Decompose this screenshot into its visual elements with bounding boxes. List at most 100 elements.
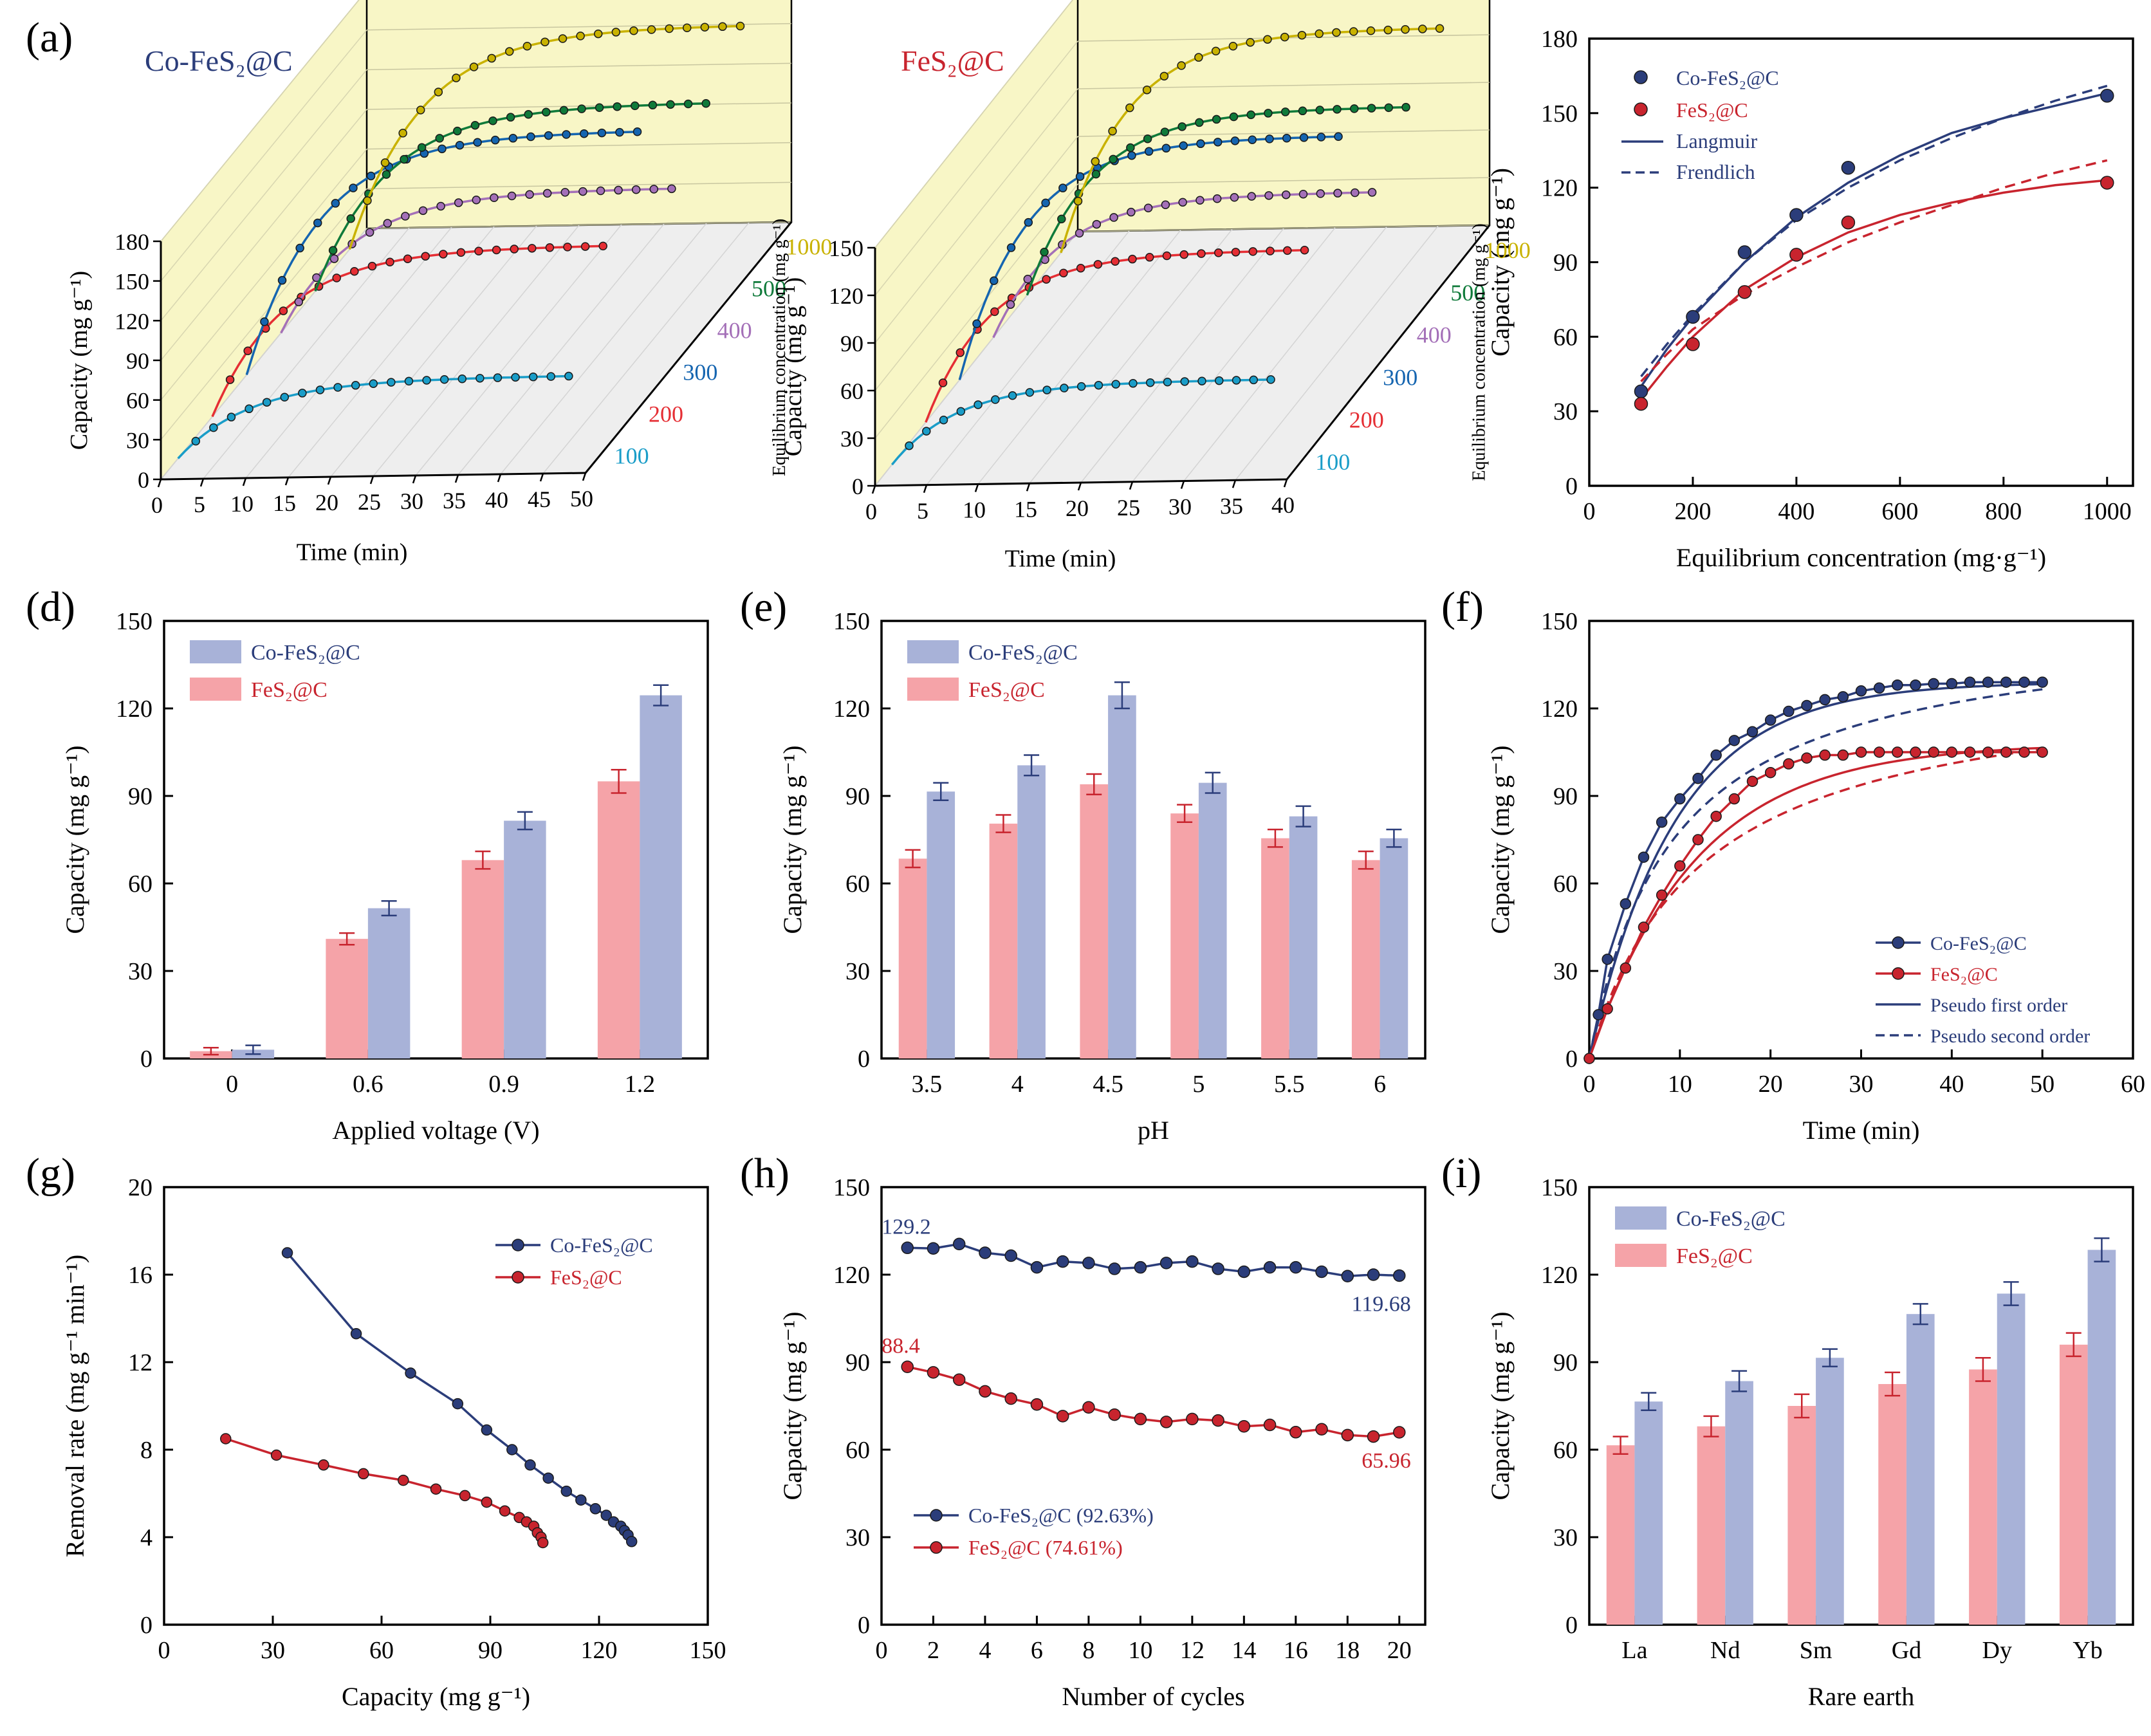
bar-i [1906, 1314, 1935, 1625]
data-point-a [469, 62, 479, 71]
data-point-a [329, 254, 339, 263]
data-point-a [422, 376, 431, 385]
legend-label-d: Co-FeS₂@C [251, 641, 360, 665]
category-label-e: 5 [1192, 1071, 1205, 1098]
ytick-label-d: 90 [128, 783, 152, 810]
data-point-b [1333, 189, 1342, 198]
data-point-g [452, 1398, 464, 1410]
ytick-label-g: 0 [140, 1612, 152, 1639]
x-axis-title-g: Capacity (mg g⁻¹) [342, 1682, 530, 1711]
data-point-h [1186, 1255, 1199, 1268]
gridline-b [874, 88, 1078, 344]
data-point-g [318, 1459, 329, 1471]
xtick-label-h: 6 [1031, 1637, 1043, 1664]
data-point-f [2018, 746, 2030, 758]
category-label-d: 0.6 [353, 1071, 383, 1098]
data-point-a [488, 116, 497, 125]
panel-label-d: (d) [26, 584, 75, 631]
data-point-b [1126, 143, 1135, 152]
data-point-b [1177, 122, 1186, 131]
data-point-a [492, 245, 501, 255]
data-point-a [351, 381, 360, 390]
depth-tick-label-b: 100 [1315, 449, 1350, 475]
legend-label-c: Frendlich [1676, 160, 1755, 183]
data-point-b [1075, 172, 1085, 181]
data-point-b [922, 427, 931, 436]
xtick-label-g: 90 [478, 1637, 503, 1664]
gridline-b [874, 0, 1073, 248]
data-point-b [1196, 139, 1205, 149]
data-point-b [990, 276, 999, 285]
data-point-h [1237, 1265, 1251, 1279]
data-point-b [1075, 228, 1084, 238]
data-point-b [1384, 103, 1394, 113]
data-point-f [1728, 735, 1740, 746]
data-point-f [1946, 678, 1958, 690]
x-axis-title-c: Equilibrium concentration (mg·g⁻¹) [1676, 543, 2046, 572]
data-point-f [1583, 1053, 1595, 1064]
legend-label-f: Pseudo second order [1930, 1026, 2090, 1047]
xtick-b [974, 484, 979, 492]
ytick-label-a: 60 [126, 388, 149, 414]
data-point-f [1710, 749, 1722, 761]
x-axis-title-b: Time (min) [1005, 546, 1116, 573]
bar-e [898, 858, 927, 1058]
legend-marker-g [512, 1271, 524, 1284]
data-point-f [1964, 746, 1976, 758]
data-point-f [1602, 1003, 1613, 1015]
bar-i [1697, 1426, 1726, 1625]
data-point-a [647, 25, 656, 34]
data-point-b [1023, 275, 1033, 284]
data-point-b [1266, 246, 1275, 255]
xtick-a [454, 474, 459, 483]
xtick-label-h: 4 [979, 1637, 991, 1664]
legend-label-f: Pseudo first order [1930, 995, 2067, 1016]
data-point-a [560, 188, 570, 197]
data-point-a [631, 101, 640, 111]
chart-f: 0 30 60 90 120 150 0 10 20 30 40 50 60 Time (min) Capa… [1486, 608, 2145, 1145]
ytick-label-d: 150 [116, 608, 152, 635]
data-point-b [1111, 380, 1120, 389]
legend-marker-f [1892, 936, 1905, 949]
data-point-h [1030, 1398, 1044, 1411]
data-point-f [1982, 676, 1994, 688]
data-point-a [295, 243, 304, 253]
data-label-h: 65.96 [1362, 1449, 1411, 1473]
category-label-i: Dy [1982, 1637, 2012, 1664]
data-point-h [927, 1366, 940, 1379]
xtick-a [242, 477, 247, 486]
data-point-a [544, 131, 553, 140]
ytick-label-h: 60 [845, 1437, 870, 1464]
data-point-b [956, 407, 966, 416]
data-point-a [332, 273, 341, 282]
xtick-label-b: 30 [1168, 494, 1192, 520]
ytick-label-b: 60 [840, 378, 863, 404]
ytick-label-f: 60 [1553, 871, 1578, 898]
data-point-b [1179, 141, 1188, 151]
xtick-label-a: 15 [273, 490, 296, 516]
data-point-b [1247, 192, 1256, 201]
data-point-h [1289, 1426, 1302, 1439]
data-point-h [1341, 1270, 1354, 1283]
gridline-b [874, 183, 1078, 439]
xtick-label-h: 0 [876, 1637, 888, 1664]
ytick-label-c: 0 [1565, 473, 1578, 500]
data-point-a [528, 372, 538, 382]
xtick-label-a: 35 [443, 488, 466, 513]
data-point-g [481, 1424, 493, 1436]
data-point-a [576, 32, 585, 41]
category-label-e: 3.5 [912, 1071, 943, 1098]
data-point-f [1783, 705, 1795, 717]
chart-g: 0 4 8 12 16 20 0 30 60 90 120 150 Capacity (mg g⁻¹) R… [60, 1174, 726, 1711]
data-point-b [1232, 376, 1241, 385]
bar-i [1606, 1445, 1635, 1625]
data-point-a [457, 374, 467, 383]
data-point-a [398, 129, 407, 138]
xtick-label-f: 10 [1668, 1071, 1692, 1098]
xtick-label-c: 600 [1881, 498, 1918, 525]
data-point-a [385, 257, 394, 267]
bar-d [461, 860, 504, 1058]
data-point-a [403, 254, 412, 263]
data-point-h [1212, 1414, 1224, 1427]
data-point-b [1196, 196, 1205, 205]
